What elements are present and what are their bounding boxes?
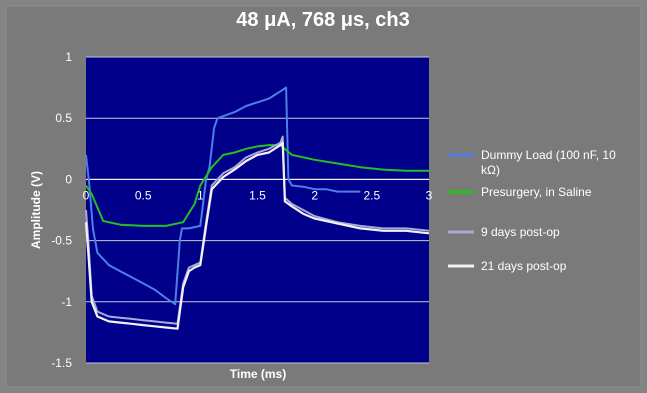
axis-ticks: 1 0.5 0 -0.5 -1 -1.5 0 0.5 1 1.5 2 2.5 3	[51, 50, 432, 370]
series-line-2	[85, 144, 429, 227]
x-tick-label: 1	[197, 188, 204, 202]
x-tick-label: 0	[83, 188, 90, 202]
series-lines	[84, 86, 430, 330]
y-tick-label: -0.5	[51, 234, 72, 248]
series-line-3	[85, 135, 430, 325]
x-tick-label: 0.5	[135, 188, 152, 202]
x-tick-label: 3	[426, 188, 433, 202]
chart-title: 48 μA, 768 μs, ch3	[236, 9, 409, 31]
y-tick-label: -1.5	[51, 356, 72, 370]
x-tick-label: 2.5	[363, 188, 380, 202]
legend-label: 9 days post-op	[481, 225, 560, 239]
legend-label: 21 days post-op	[481, 259, 567, 273]
y-tick-label: 0	[65, 172, 72, 186]
legend-label-continued: kΩ)	[481, 163, 500, 177]
x-axis-label: Time (ms)	[230, 367, 286, 381]
x-tick-label: 2	[311, 188, 318, 202]
legend-label: Dummy Load (100 nF, 10	[481, 148, 616, 162]
y-tick-label: 0.5	[55, 111, 72, 125]
series-line-1	[85, 86, 361, 306]
series-line-4	[84, 141, 430, 330]
legend-label: Presurgery, in Saline	[481, 185, 592, 199]
y-axis-label: Amplitude (V)	[29, 171, 43, 249]
x-tick-label: 1.5	[249, 188, 266, 202]
y-tick-label: 1	[65, 50, 72, 64]
y-tick-label: -1	[61, 295, 72, 309]
plot-area	[86, 57, 429, 363]
gridlines	[86, 56, 429, 364]
